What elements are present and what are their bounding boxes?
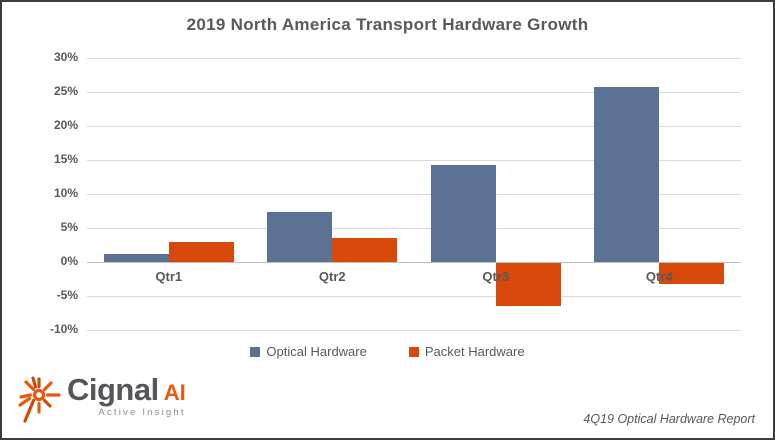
- gridline: [87, 126, 741, 127]
- legend-label-optical: Optical Hardware: [266, 344, 367, 359]
- legend: Optical Hardware Packet Hardware: [2, 344, 773, 359]
- bar-optical-hardware-qtr1: [103, 253, 169, 262]
- gridline: [87, 58, 741, 59]
- x-axis-tick-label: Qtr1: [155, 269, 183, 284]
- bar-packet-hardware-qtr3: [495, 263, 561, 306]
- y-axis-tick-label: 10%: [53, 186, 78, 200]
- legend-label-packet: Packet Hardware: [424, 344, 525, 359]
- bar-optical-hardware-qtr3: [430, 164, 496, 262]
- y-axis-tick-label: 30%: [53, 50, 78, 64]
- logo-ai-suffix: AI: [163, 380, 186, 405]
- y-axis-tick-label: 5%: [60, 220, 78, 234]
- optical-legend-swatch: [250, 346, 261, 357]
- starburst-icon: [18, 376, 61, 423]
- gridline: [87, 160, 741, 161]
- y-axis-tick-label: 20%: [53, 118, 78, 132]
- logo-tagline: Active Insight: [98, 407, 186, 418]
- cignal-ai-logo: Cignal AI Active Insight: [15, 374, 186, 428]
- y-axis-tick-label: 15%: [53, 152, 78, 166]
- bar-packet-hardware-qtr2: [332, 238, 398, 262]
- gridline: [87, 92, 741, 93]
- chart-title: 2019 North America Transport Hardware Gr…: [186, 15, 589, 34]
- zero-axis-line: [87, 262, 741, 263]
- x-axis-tick-label: Qtr3: [482, 269, 510, 284]
- packet-legend-swatch: [408, 346, 419, 357]
- y-axis-tick-label: -5%: [56, 288, 78, 302]
- gridline: [87, 296, 741, 297]
- gridline: [87, 228, 741, 229]
- y-axis-tick-label: -10%: [49, 322, 78, 336]
- bar-optical-hardware-qtr2: [267, 211, 333, 262]
- gridline: [87, 330, 741, 331]
- y-axis-tick-label: 25%: [53, 84, 78, 98]
- gridline: [87, 194, 741, 195]
- legend-item-optical: Optical Hardware: [250, 344, 367, 359]
- x-axis-tick-label: Qtr4: [645, 269, 673, 284]
- bar-packet-hardware-qtr1: [168, 241, 234, 262]
- y-axis-tick-label: 0%: [60, 254, 78, 268]
- plot-area: Qtr1 Qtr2 Qtr3 Qtr4: [87, 58, 741, 331]
- logo-wordmark: Cignal: [67, 372, 159, 407]
- legend-item-packet: Packet Hardware: [408, 344, 525, 359]
- report-footer-note: 4Q19 Optical Hardware Report: [583, 412, 755, 426]
- x-axis-tick-label: Qtr2: [318, 269, 346, 284]
- bar-optical-hardware-qtr4: [594, 87, 660, 262]
- bar-packet-hardware-qtr4: [659, 263, 725, 285]
